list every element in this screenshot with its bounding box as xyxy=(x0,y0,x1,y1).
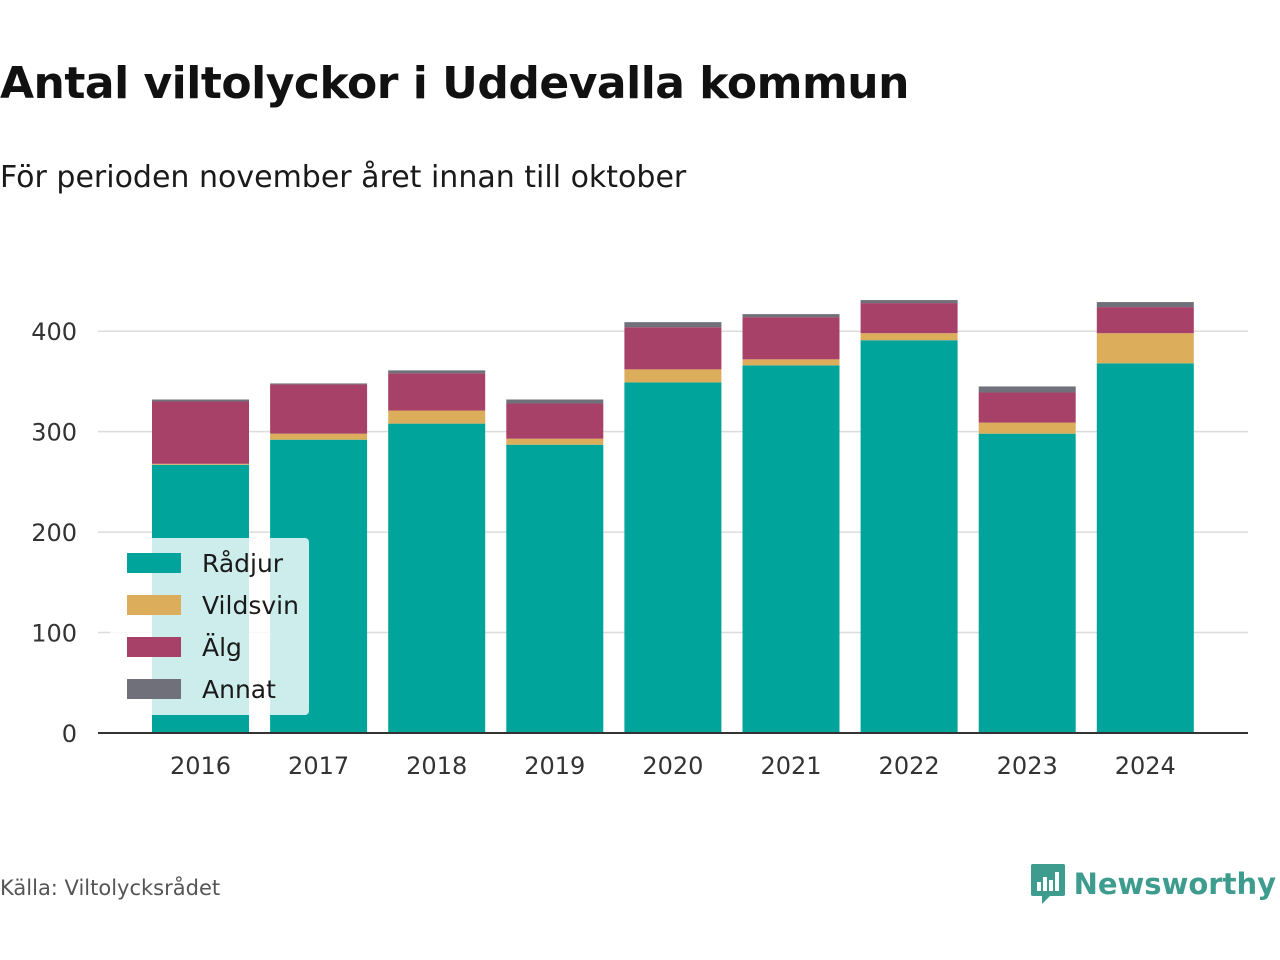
bar-2017-series-1 xyxy=(270,433,368,440)
bar-2024-series-3 xyxy=(1096,302,1194,308)
x-tick-label-2017: 2017 xyxy=(288,752,349,780)
bar-2021-series-0 xyxy=(742,365,840,733)
legend-swatch-3 xyxy=(127,679,181,699)
bar-2021-series-1 xyxy=(742,359,840,366)
y-tick-label-300: 300 xyxy=(31,419,77,447)
x-tick-label-2018: 2018 xyxy=(406,752,467,780)
bar-2019-series-2 xyxy=(506,403,604,439)
legend-box xyxy=(110,538,309,715)
y-tick-label-400: 400 xyxy=(31,318,77,346)
bar-2018-series-2 xyxy=(388,373,486,411)
bar-2023-series-1 xyxy=(978,422,1076,434)
bar-2019-series-3 xyxy=(506,399,604,404)
bar-2022-series-0 xyxy=(860,340,958,733)
bar-2021-series-3 xyxy=(742,314,840,318)
x-tick-label-2022: 2022 xyxy=(879,752,940,780)
legend-swatch-0 xyxy=(127,553,181,573)
x-tick-label-2021: 2021 xyxy=(760,752,821,780)
bar-2018-series-1 xyxy=(388,410,486,424)
source-note: Källa: Viltolycksrådet xyxy=(0,876,221,900)
bar-2016-series-1 xyxy=(152,463,249,465)
legend-swatch-1 xyxy=(127,595,181,615)
x-tick-label-2020: 2020 xyxy=(642,752,703,780)
bar-2017-series-3 xyxy=(270,383,368,385)
bar-2022-series-1 xyxy=(860,333,958,341)
x-tick-label-2016: 2016 xyxy=(170,752,231,780)
bar-2023-series-2 xyxy=(978,392,1076,423)
y-tick-label-100: 100 xyxy=(31,620,77,648)
bar-2020-series-1 xyxy=(624,369,722,383)
bar-2022-series-3 xyxy=(860,300,958,304)
bar-2019-series-1 xyxy=(506,438,604,445)
legend-label-2: Älg xyxy=(202,633,242,662)
bar-2018-series-3 xyxy=(388,370,486,374)
y-tick-label-0: 0 xyxy=(62,720,77,748)
bar-2020-series-3 xyxy=(624,322,722,328)
stacked-bar-chart: 0 100 200 300 400 2016 2017 2018 2019 2020 2021 202… xyxy=(31,300,1248,780)
bar-2021-series-2 xyxy=(742,317,840,360)
chart-subtitle: För perioden november året innan till ok… xyxy=(0,160,687,195)
x-tick-label-2019: 2019 xyxy=(524,752,585,780)
bar-2024-series-0 xyxy=(1096,363,1194,733)
bar-2017-series-2 xyxy=(270,384,368,434)
legend-label-1: Vildsvin xyxy=(202,591,299,620)
legend-label-3: Annat xyxy=(202,675,276,704)
legend-label-0: Rådjur xyxy=(202,549,284,578)
bar-2020-series-0 xyxy=(624,382,722,733)
bar-2016-series-3 xyxy=(152,399,249,402)
bar-2023-series-0 xyxy=(978,433,1076,733)
brand-logo: Newsworthy xyxy=(1030,862,1276,906)
brand-name: Newsworthy xyxy=(1073,867,1276,901)
legend-swatch-2 xyxy=(127,637,181,657)
bar-2016-series-2 xyxy=(152,401,249,464)
bar-2024-series-2 xyxy=(1096,307,1194,334)
x-tick-label-2024: 2024 xyxy=(1115,752,1176,780)
bar-2020-series-2 xyxy=(624,327,722,370)
bar-2023-series-3 xyxy=(978,386,1076,393)
bar-2024-series-1 xyxy=(1096,333,1194,364)
bar-2022-series-2 xyxy=(860,303,958,334)
chart-title: Antal viltolyckor i Uddevalla kommun xyxy=(0,58,909,109)
y-tick-label-200: 200 xyxy=(31,519,77,547)
bar-2019-series-0 xyxy=(506,444,604,733)
bar-2018-series-0 xyxy=(388,423,486,733)
newsworthy-logo-icon xyxy=(1030,864,1065,904)
x-tick-label-2023: 2023 xyxy=(997,752,1058,780)
